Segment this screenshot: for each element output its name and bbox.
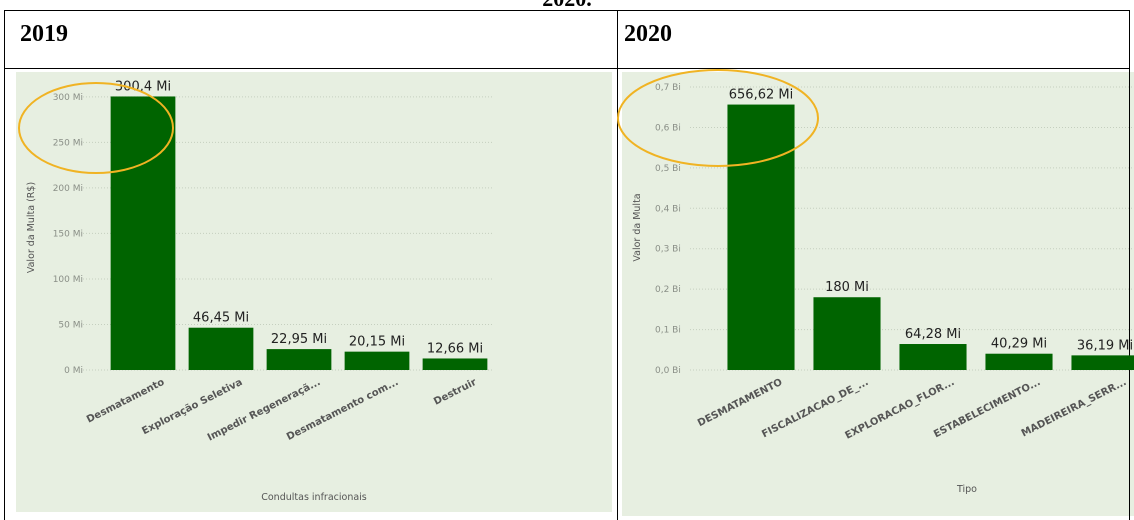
y-tick-label: 0,7 Bi bbox=[655, 83, 681, 93]
chart-panel bbox=[16, 72, 612, 512]
y-tick-label: 150 Mi bbox=[53, 229, 83, 239]
y-axis-title: Valor da Multa (R$) bbox=[26, 182, 37, 273]
bar bbox=[899, 344, 967, 370]
table-header: 2019 bbox=[20, 21, 68, 47]
bar bbox=[1071, 355, 1134, 370]
y-tick-label: 250 Mi bbox=[53, 138, 83, 148]
value-label: 656,62 Mi bbox=[729, 88, 793, 103]
y-tick-label: 0,4 Bi bbox=[655, 204, 681, 214]
bar bbox=[727, 104, 795, 371]
chart-panel bbox=[622, 72, 1134, 516]
x-axis-title: Tipo bbox=[956, 484, 977, 495]
y-tick-label: 0,0 Bi bbox=[655, 366, 681, 376]
value-label: 46,45 Mi bbox=[193, 311, 249, 326]
bar bbox=[110, 96, 176, 371]
value-label: 180 Mi bbox=[825, 280, 869, 295]
y-tick-label: 50 Mi bbox=[58, 320, 83, 330]
bar bbox=[266, 349, 332, 370]
table-header: 2020 bbox=[624, 21, 672, 47]
bar bbox=[985, 353, 1053, 370]
y-tick-label: 0 Mi bbox=[64, 366, 83, 376]
bar bbox=[344, 351, 410, 370]
y-tick-label: 200 Mi bbox=[53, 184, 83, 194]
bar bbox=[813, 297, 881, 370]
bar bbox=[422, 358, 488, 370]
value-label: 64,28 Mi bbox=[905, 327, 961, 342]
table-border bbox=[4, 10, 1130, 520]
y-axis-title: Valor da Multa bbox=[632, 193, 643, 261]
value-label: 22,95 Mi bbox=[271, 332, 327, 347]
caption: 2020. bbox=[542, 0, 592, 11]
bar bbox=[188, 327, 254, 370]
y-tick-label: 0,3 Bi bbox=[655, 245, 681, 255]
y-tick-label: 0,2 Bi bbox=[655, 285, 681, 295]
y-tick-label: 0,5 Bi bbox=[655, 164, 681, 174]
x-axis-title: Condultas infracionais bbox=[261, 492, 367, 503]
highlight-ellipse bbox=[18, 82, 174, 174]
highlight-ellipse bbox=[617, 69, 819, 167]
value-label: 36,19 Mi bbox=[1077, 338, 1133, 353]
value-label: 300,4 Mi bbox=[115, 79, 171, 94]
value-label: 20,15 Mi bbox=[349, 335, 405, 350]
value-label: 12,66 Mi bbox=[427, 341, 483, 356]
charts: 0 Mi 50 Mi 100 Mi 150 Mi 200 Mi 250 Mi 300 Mi V… bbox=[26, 79, 1134, 503]
y-tick-label: 0,6 Bi bbox=[655, 123, 681, 133]
value-label: 40,29 Mi bbox=[991, 337, 1047, 352]
y-tick-label: 0,1 Bi bbox=[655, 326, 681, 336]
y-tick-label: 300 Mi bbox=[53, 93, 83, 103]
y-tick-label: 100 Mi bbox=[53, 275, 83, 285]
